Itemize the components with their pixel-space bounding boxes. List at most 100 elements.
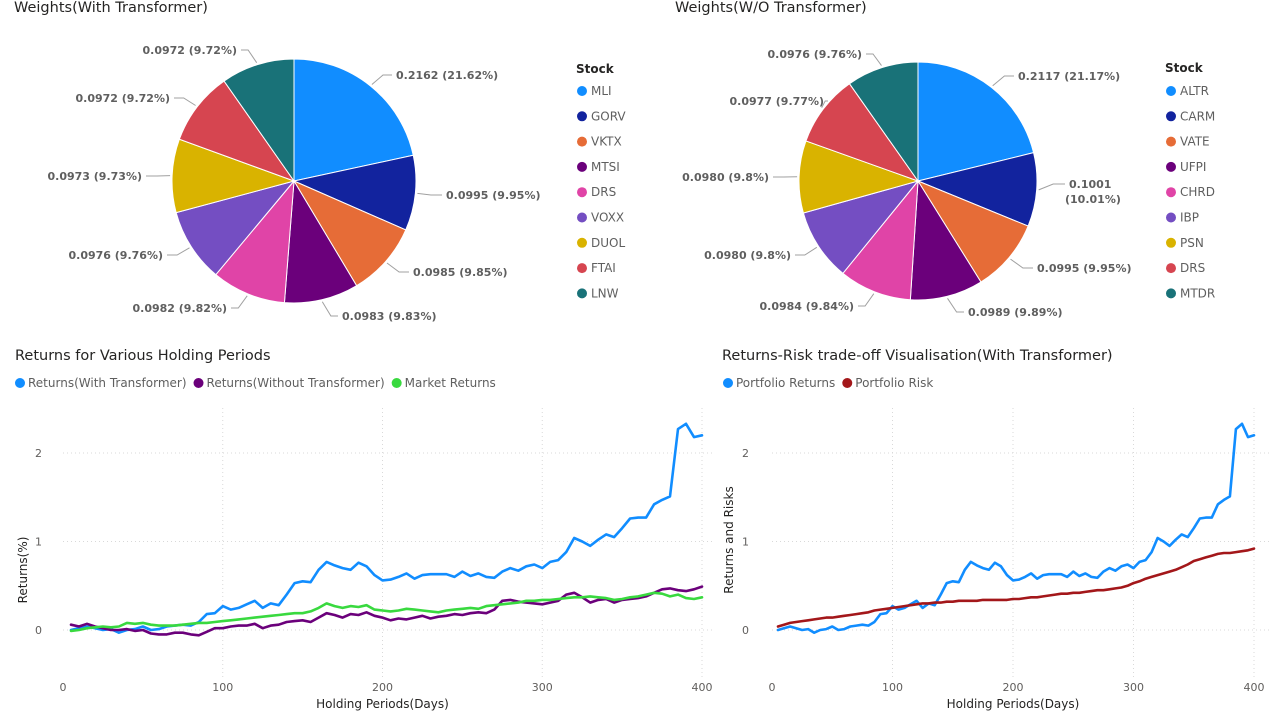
pie-slice-ftai[interactable] [178,80,296,183]
x-tick-label: 0 [60,681,67,694]
legend-item-psn[interactable]: PSN [1180,236,1204,250]
pie-slice-voxx[interactable] [175,180,296,276]
slice-data-label: 0.0972 (9.72%) [143,44,238,57]
legend-marker [842,378,853,388]
legend-item-mli[interactable]: MLI [591,84,612,98]
legend-item[interactable]: Portfolio Risk [855,376,933,390]
legend-item-carm[interactable]: CARM [1180,109,1215,123]
series-line-portfolio-returns[interactable] [776,422,1256,635]
y-axis-title: Returns and Risks [722,486,736,593]
y-tick-label: 0 [742,624,749,637]
legend-item-ufpi[interactable]: UFPI [1180,160,1206,174]
legend-marker [577,161,587,172]
leader-line [947,298,964,313]
legend-item-vate[interactable]: VATE [1180,135,1210,149]
pie-slice-duol[interactable] [171,138,296,214]
leader-line [417,192,442,196]
legend-marker [1166,263,1176,274]
legend-item[interactable]: Returns(With Transformer) [28,376,187,390]
slice-data-label: 0.0995 (9.95%) [446,189,541,202]
pie-slice-lnw[interactable] [223,58,295,183]
series-line-portfolio-risk[interactable] [776,547,1256,628]
legend-item-gorv[interactable]: GORV [591,109,626,123]
legend-item-mtdr[interactable]: MTDR [1180,286,1215,300]
pie-slice-drs[interactable] [215,179,295,304]
leader-line [167,247,190,256]
pie-slice-carm[interactable] [916,152,1038,227]
pie-slice-mtdr[interactable] [848,61,919,183]
legend-item[interactable]: Market Returns [405,376,496,390]
legend-marker [1166,237,1176,248]
leader-line [866,53,882,66]
pie-svg: 0.2117 (21.17%) 0.1001 (10.01%) 0.0995 (9.9… [682,48,1215,319]
line-svg: Returns(With Transformer) Returns(Without… [15,376,713,711]
legend-item[interactable]: Portfolio Returns [736,376,835,390]
legend-marker [1166,288,1176,299]
pie-slice-ufpi[interactable] [909,179,982,301]
legend-item-chrd[interactable]: CHRD [1180,185,1215,199]
pie-slice-vate[interactable] [916,179,1029,283]
x-axis-title: Holding Periods(Days) [316,697,449,711]
slice-data-label: 0.0977 (9.77%) [730,95,825,108]
legend-item-drs[interactable]: DRS [591,185,616,199]
legend-marker [577,212,587,223]
slice-data-label: 0.2162 (21.62%) [396,69,498,82]
pie-slice-psn[interactable] [798,140,920,214]
line-chart-returns-risk: Returns-Risk trade-off Visualisation(Wit… [715,340,1277,718]
legend-item-voxx[interactable]: VOXX [591,211,624,225]
legend-marker [577,263,587,274]
x-tick-label: 400 [692,681,713,694]
leader-line [174,97,196,106]
slice-data-label: 0.0995 (9.95%) [1037,262,1132,275]
series-line-returns-with-transformer[interactable] [69,422,704,635]
legend-marker [391,378,402,388]
legend-marker [577,237,587,248]
pie-slice-mtsi[interactable] [283,179,358,304]
legend-marker [1166,212,1176,223]
legend-marker [1166,187,1176,198]
pie-slice-drs[interactable] [805,82,920,183]
line-chart-returns: Returns for Various Holding Periods Retu… [0,340,715,718]
legend-marker [1166,111,1176,122]
y-tick-label: 2 [35,447,42,460]
legend-item-ibp[interactable]: IBP [1180,211,1199,225]
series-line-returns-without-transformer[interactable] [69,585,704,637]
legend-item-vktx[interactable]: VKTX [591,135,622,149]
leader-line [858,293,875,307]
x-axis-title: Holding Periods(Days) [947,697,1080,711]
series-line-market-returns[interactable] [69,591,704,633]
slice-data-label: 0.0976 (9.76%) [69,249,164,262]
pie-slice-chrd[interactable] [842,179,919,301]
y-tick-label: 1 [742,536,749,549]
line-svg: Portfolio Returns Portfolio Risk 0 100 200 30… [722,376,1272,711]
leader-line [992,75,1014,87]
legend-item-drs[interactable]: DRS [1180,261,1205,275]
leader-line [371,74,392,85]
legend-item-mtsi[interactable]: MTSI [591,160,620,174]
pie-slice-vktx[interactable] [292,179,407,287]
x-tick-label: 400 [1244,681,1265,694]
y-tick-label: 1 [35,536,42,549]
leader-line [386,262,409,273]
slice-data-label: 0.0985 (9.85%) [413,266,508,279]
slice-data-label: 0.0980 (9.8%) [682,171,769,184]
legend-marker [577,136,587,147]
pie-slice-gorv[interactable] [292,154,417,231]
legend-item-ftai[interactable]: FTAI [591,261,616,275]
leader-line [821,100,828,108]
legend-marker [577,111,587,122]
legend-title: Stock [576,62,615,76]
pie-slice-mli[interactable] [293,58,414,182]
leader-line [1038,183,1065,191]
legend-item-lnw[interactable]: LNW [591,286,619,300]
x-tick-label: 300 [1123,681,1144,694]
pie-slice-ibp[interactable] [802,180,920,275]
legend-item-duol[interactable]: DUOL [591,236,625,250]
pie-svg: 0.2162 (21.62%) 0.0995 (9.95%) 0.0985 (9.8… [48,44,627,323]
y-tick-label: 2 [742,447,749,460]
pie-slice-altr[interactable] [917,61,1035,182]
slice-data-label: 0.2117 (21.17%) [1018,70,1120,83]
legend-item-altr[interactable]: ALTR [1180,84,1209,98]
legend-item[interactable]: Returns(Without Transformer) [207,376,385,390]
legend-marker [577,288,587,299]
